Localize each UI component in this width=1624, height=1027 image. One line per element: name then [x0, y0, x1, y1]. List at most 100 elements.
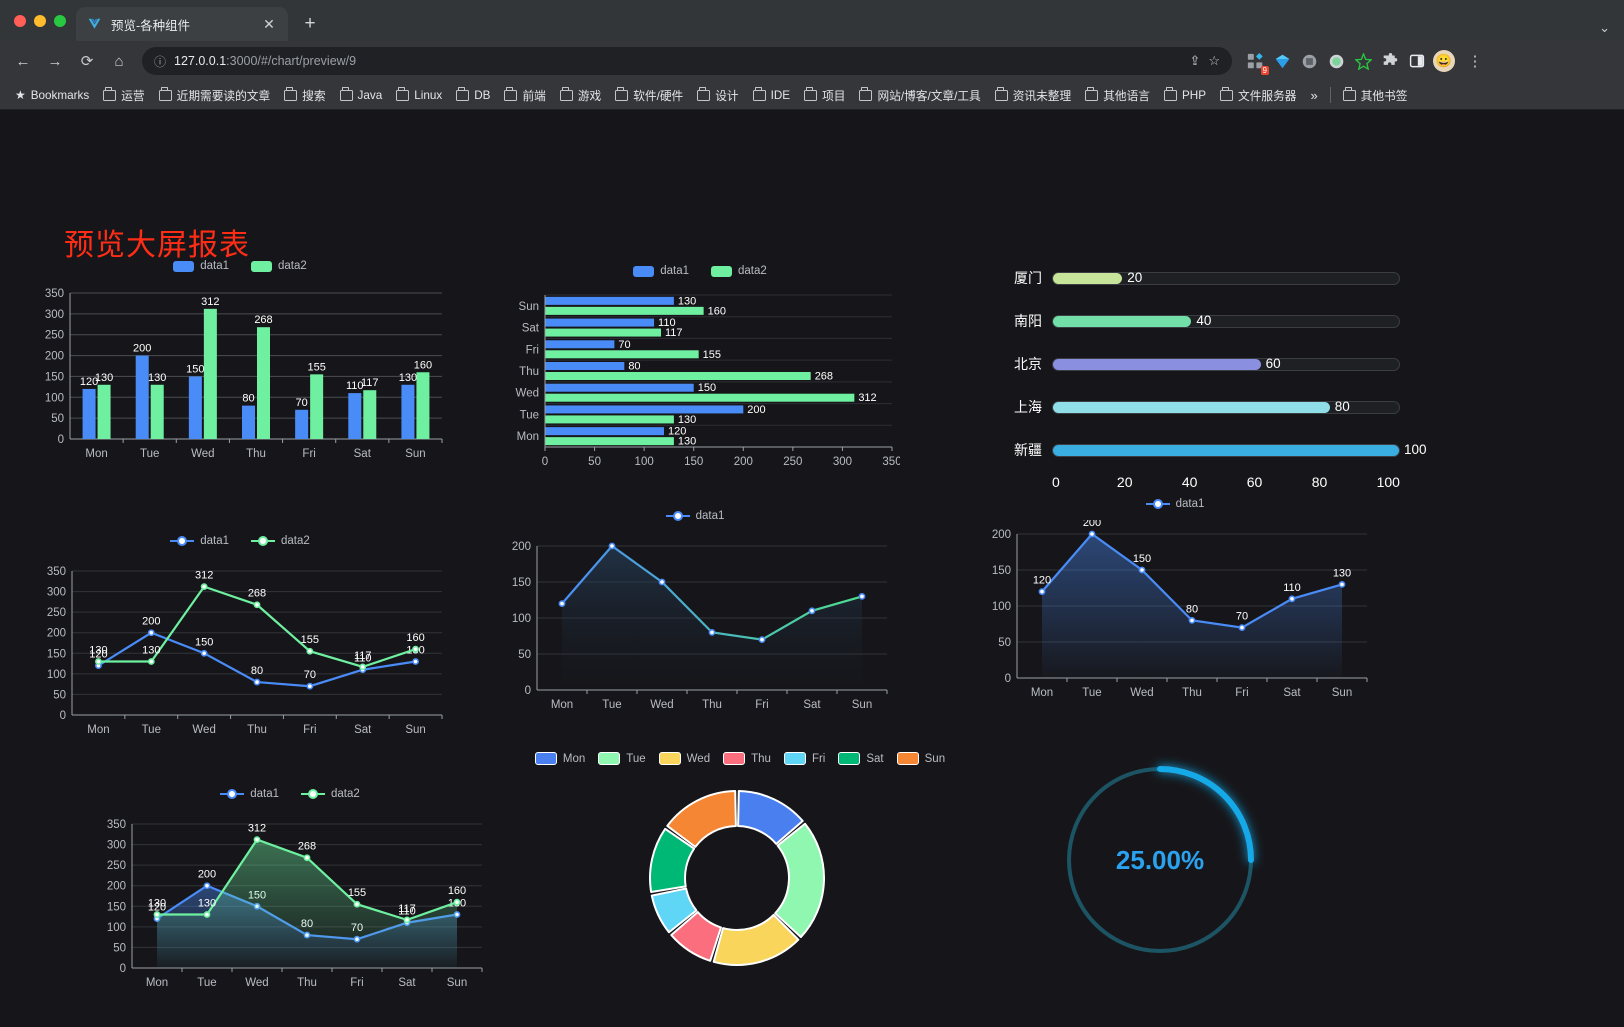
bookmark-folder[interactable]: DB — [449, 86, 497, 105]
svg-text:312: 312 — [195, 570, 213, 582]
puzzle-extension-icon[interactable] — [1379, 50, 1401, 72]
legend-item[interactable]: data2 — [711, 265, 767, 277]
extension-grid-icon[interactable]: 9 — [1244, 50, 1269, 75]
minimize-window-button[interactable] — [34, 14, 46, 27]
svg-text:100: 100 — [512, 613, 531, 625]
svg-text:110: 110 — [658, 317, 676, 329]
svg-text:130: 130 — [678, 295, 696, 307]
legend-item[interactable]: data2 — [251, 260, 307, 272]
bookmark-folder[interactable]: 前端 — [497, 84, 552, 107]
bookmark-manager-entry[interactable]: ★ Bookmarks — [8, 85, 96, 105]
clover-extension-icon[interactable] — [1298, 50, 1320, 72]
site-info-icon[interactable]: ⓘ — [154, 54, 167, 69]
bookmark-star-icon[interactable]: ☆ — [1208, 53, 1220, 68]
progress-fill — [1053, 401, 1330, 413]
legend-item[interactable]: Fri — [783, 752, 825, 765]
legend-item[interactable]: Wed — [658, 752, 710, 765]
svg-text:130: 130 — [678, 436, 696, 448]
home-button[interactable]: ⌂ — [114, 52, 124, 70]
bookmark-folder[interactable]: 网站/博客/文章/工具 — [852, 84, 987, 107]
chart-line-dual: data1 data2 0 50 100 150 200 250 300 350 120 200 15… — [30, 535, 450, 757]
legend-item[interactable]: data2 — [301, 788, 360, 800]
legend-item[interactable]: data1 — [633, 265, 689, 277]
browser-menu-icon[interactable]: ⋮ — [1467, 53, 1483, 70]
progress-fill — [1053, 272, 1123, 284]
svg-text:250: 250 — [45, 330, 64, 342]
side-panel-icon[interactable] — [1406, 50, 1428, 72]
bookmark-folder[interactable]: 文件服务器 — [1213, 84, 1303, 107]
window-controls[interactable] — [10, 0, 76, 41]
bar-horizontal-plot: 0 50 100 150 200 250 300 350120130Mon200130Tue1… — [516, 294, 902, 468]
svg-text:Mon: Mon — [1031, 687, 1053, 699]
close-window-button[interactable] — [14, 14, 26, 27]
other-bookmarks-folder[interactable]: 其他书签 — [1336, 84, 1415, 107]
legend-item[interactable]: Thu — [723, 752, 771, 765]
svg-text:160: 160 — [406, 632, 424, 644]
close-tab-button[interactable]: ✕ — [263, 16, 275, 32]
bookmark-folder[interactable]: IDE — [746, 86, 797, 105]
svg-text:100: 100 — [47, 669, 66, 681]
legend-swatch — [723, 752, 746, 765]
legend-item[interactable]: data1 — [173, 260, 229, 272]
bookmark-folder[interactable]: Linux — [389, 86, 449, 105]
bookmark-folder[interactable]: PHP — [1157, 86, 1213, 105]
bookmark-folder[interactable]: Java — [333, 86, 390, 105]
chevron-down-icon[interactable]: ⌄ — [1599, 20, 1610, 35]
svg-text:350: 350 — [45, 288, 64, 300]
bookmark-folder[interactable]: 搜索 — [277, 84, 332, 107]
legend-item[interactable]: Tue — [598, 752, 646, 765]
diamond-extension-icon[interactable] — [1271, 50, 1293, 72]
browser-tab[interactable]: 预览-各种组件 ✕ — [76, 7, 288, 41]
profile-avatar[interactable]: 😀 — [1433, 50, 1455, 72]
bookmark-folder[interactable]: 软件/硬件 — [608, 84, 690, 107]
bookmark-folder[interactable]: 项目 — [797, 84, 852, 107]
svg-text:50: 50 — [113, 942, 126, 954]
gauge-plot: 25.00% — [1067, 766, 1254, 953]
svg-text:Mon: Mon — [85, 448, 107, 460]
bookmark-folder[interactable]: 近期需要读的文章 — [152, 84, 278, 107]
svg-text:Wed: Wed — [191, 448, 214, 460]
svg-text:130: 130 — [95, 372, 113, 384]
legend-swatch — [711, 265, 732, 277]
progress-track: 100 — [1052, 442, 1427, 457]
svg-text:Sat: Sat — [354, 448, 372, 460]
back-button[interactable]: ← — [15, 52, 31, 70]
svg-text:Wed: Wed — [650, 699, 673, 711]
new-tab-button[interactable]: + — [304, 13, 316, 34]
bookmark-folder[interactable]: 设计 — [690, 84, 745, 107]
maximize-window-button[interactable] — [54, 14, 66, 27]
bookmark-label: 设计 — [715, 89, 739, 103]
bookmark-label: 运营 — [121, 89, 145, 103]
folder-icon — [752, 87, 766, 101]
svg-text:0: 0 — [1005, 673, 1011, 685]
bookmark-folder[interactable]: 其他语言 — [1078, 84, 1157, 107]
bookmark-label: 软件/硬件 — [633, 89, 684, 103]
legend-item[interactable]: data2 — [251, 535, 310, 547]
progress-fill — [1053, 444, 1399, 456]
circle-extension-icon[interactable] — [1325, 50, 1347, 72]
share-icon[interactable]: ⇪ — [1189, 53, 1201, 68]
legend-item[interactable]: data1 — [220, 788, 279, 800]
bookmarks-overflow-button[interactable]: » — [1310, 87, 1318, 103]
legend-swatch — [173, 260, 195, 272]
forward-button[interactable]: → — [47, 52, 63, 70]
svg-text:Sun: Sun — [405, 448, 425, 460]
legend-item[interactable]: data1 — [170, 535, 229, 547]
folder-icon — [859, 87, 873, 101]
legend-item[interactable]: data1 — [665, 510, 724, 522]
legend-item[interactable]: data1 — [1145, 498, 1204, 510]
legend-item[interactable]: Sun — [896, 752, 945, 765]
star-extension-icon[interactable] — [1352, 50, 1374, 72]
reload-button[interactable]: ⟳ — [80, 53, 94, 70]
svg-text:150: 150 — [186, 363, 204, 375]
progress-row: 南阳 40 — [1000, 311, 1400, 331]
legend-item[interactable]: Sat — [838, 752, 884, 765]
bar-vertical-plot: 050100150200250300350120130Mon200130Tue1… — [45, 288, 443, 460]
progress-value: 40 — [1196, 312, 1212, 328]
bookmark-folder[interactable]: 资讯未整理 — [988, 84, 1078, 107]
bookmark-folder[interactable]: 游戏 — [553, 84, 608, 107]
progress-value: 80 — [1334, 398, 1350, 414]
bookmark-folder[interactable]: 运营 — [96, 84, 151, 107]
legend-item[interactable]: Mon — [534, 752, 585, 765]
address-bar[interactable]: ⓘ 127.0.0.1:3000/#/chart/preview/9 ⇪ ☆ — [142, 47, 1232, 75]
